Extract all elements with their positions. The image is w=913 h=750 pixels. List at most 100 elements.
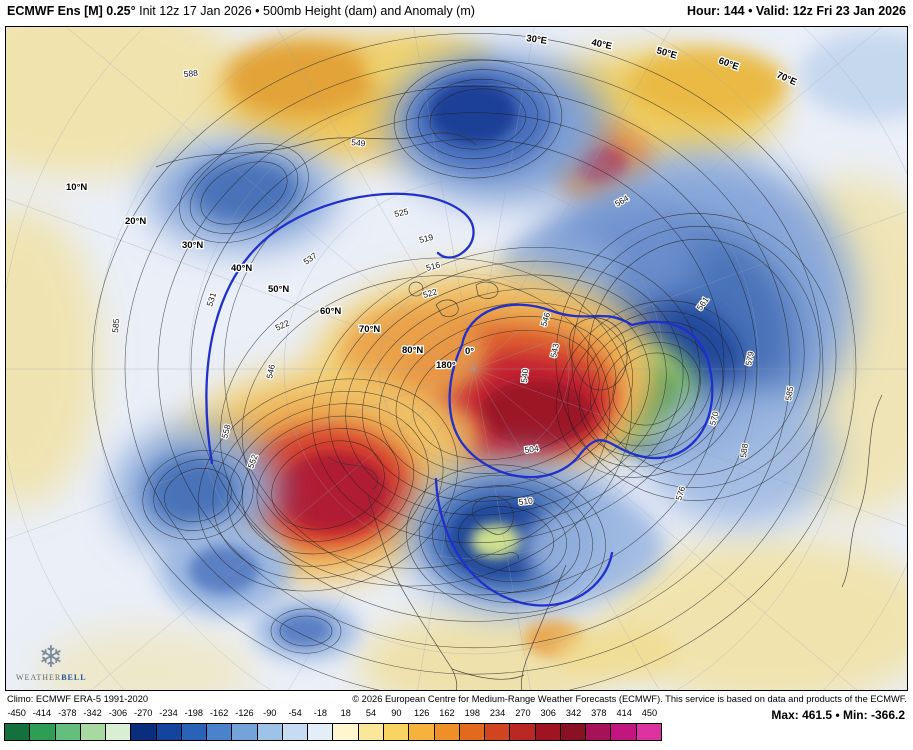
colorbar-tick: 90 [391,708,402,718]
contour-label: 558 [219,423,232,440]
map-area: 588 585 531 522 546 558 552 549 537 525 519 516 522 5… [5,26,908,691]
contour-label: 549 [351,137,366,148]
colorbar-cell [282,724,309,740]
contour-label: 531 [204,291,218,308]
longitude-label: 30°E [526,33,548,47]
latitude-label: 60°N [320,306,341,317]
colorbar-tick: 162 [439,708,455,718]
latitude-label: 50°N [268,284,289,295]
colorbar-tick: 414 [616,708,632,718]
colorbar-cell [586,724,612,740]
colorbar-cell [131,724,157,740]
contour-label: 516 [425,260,442,273]
colorbar-cell [207,724,233,740]
contour-label: 540 [519,368,530,383]
colorbar-tick: 450 [641,708,658,718]
colorbar-tick: -450 [7,708,26,718]
colorbar-cell [308,724,334,740]
colorbar-cell [156,724,182,740]
footer-meta: Climo: ECMWF ERA-5 1991-2020 © 2026 Euro… [7,694,907,704]
colorbar-cell [636,724,661,740]
colorbar-tick: -90 [263,708,277,718]
contour-label: 525 [393,206,409,219]
anomaly-colorbar [4,723,662,741]
colorbar-cell [80,724,107,740]
copyright-label: © 2026 European Centre for Medium-Range … [352,694,907,704]
colorbar-tick: 378 [591,708,607,718]
hour-valid-label: Hour: 144 • Valid: 12z Fri 23 Jan 2026 [686,4,906,18]
colorbar-cell [257,724,283,740]
weatherbell-brand-text: WEATHERBELL [16,673,87,682]
colorbar-tick: -414 [32,708,52,718]
contour-label: 588 [183,68,198,79]
colorbar-cell [106,724,132,740]
colorbar-tick: -234 [159,708,178,718]
colorbar-cell [409,724,435,740]
latitude-label: 30°N [182,240,203,251]
contour-label: 570 [707,410,720,427]
colorbar-cell [5,724,31,740]
colorbar-tick: -306 [108,708,128,718]
longitude-label: 0° [465,346,474,357]
colorbar-tick: 54 [365,708,377,718]
climo-label: Climo: ECMWF ERA-5 1991-2020 [7,694,149,704]
colorbar-cell [358,724,384,740]
latitude-label: 70°N [359,324,380,335]
map-title: ECMWF Ens [M] 0.25° Init 12z 17 Jan 2026… [7,4,475,18]
latitude-label: 80°N [402,345,423,356]
colorbar-cell [485,724,511,740]
colorbar-cell [434,724,460,740]
colorbar-tick: -162 [209,708,229,718]
contour-label: 537 [301,250,319,266]
colorbar-tick: 18 [340,708,351,718]
colorbar-ticks: -450 -414 -378 -342 -306 -270 -234 -198 -162 -126… [4,708,662,718]
colorbar-cell [560,724,587,740]
colorbar-tick: 342 [565,708,582,718]
contour-label: 546 [264,363,277,379]
colorbar-tick: 198 [464,708,480,718]
colorbar-tick: -54 [288,708,302,718]
colorbar-cell [611,724,637,740]
colorbar-tick: -126 [235,708,254,718]
latitude-label: 40°N [231,263,252,274]
colorbar-tick: 234 [489,708,506,718]
colorbar-cell [510,724,536,740]
colorbar-tick: 306 [540,708,556,718]
colorbar-cell [535,724,561,740]
contour-label: 585 [783,385,795,401]
colorbar-tick: 126 [413,708,430,718]
height-contours [91,33,857,690]
coastlines [155,132,883,690]
colorbar-tick: 270 [515,708,531,718]
contour-label: 510 [518,496,533,507]
graticule [6,27,907,690]
map-labels: 5885855315225465585525495375255195165225… [65,32,800,508]
model-name-label: ECMWF Ens [M] 0.25° [7,4,136,18]
latitude-label: 20°N [125,216,146,227]
thick-blue-contours [205,192,714,607]
colorbar-cell [333,724,359,740]
contour-label: 543 [548,342,561,358]
colorbar-cell [459,724,486,740]
init-parameter-label: Init 12z 17 Jan 2026 • 500mb Height (dam… [139,4,475,18]
colorbar-cell [55,724,81,740]
contour-label: 579 [743,350,756,366]
colorbar-cell [181,724,208,740]
contour-label: 585 [110,318,121,333]
contour-label: 519 [418,232,434,245]
header: ECMWF Ens [M] 0.25° Init 12z 17 Jan 2026… [7,4,906,18]
colorbar-cell [383,724,410,740]
latitude-label: 10°N [66,182,87,193]
weatherbell-logo: ❄ WEATHERBELL [16,641,87,683]
colorbar-tick: -198 [184,708,204,718]
contour-label: 588 [738,443,750,459]
colorbar-tick: -378 [58,708,77,718]
colorbar-tick: -18 [313,708,328,718]
anomaly-shading [6,27,907,690]
colorbar-cell [232,724,258,740]
contour-label: 504 [524,443,540,455]
colorbar-cell [30,724,56,740]
snowflake-icon: ❄ [38,641,64,674]
colorbar-tick: -342 [83,708,102,718]
